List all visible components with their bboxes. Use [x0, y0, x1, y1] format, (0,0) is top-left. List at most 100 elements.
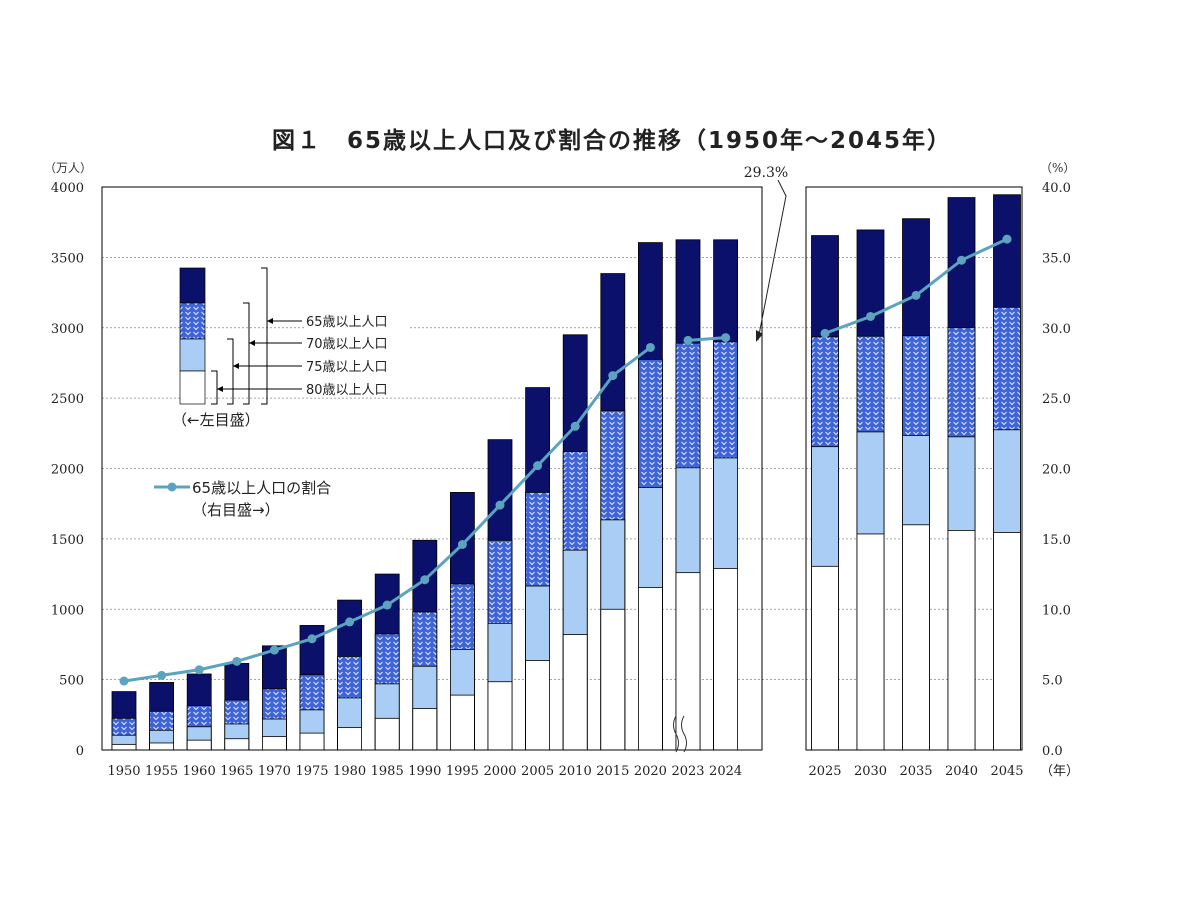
- legend-bracket-75: [227, 338, 234, 405]
- annotation-arrowhead: [756, 330, 763, 342]
- ratio-point: [820, 328, 830, 338]
- bar-segment-80: [525, 660, 550, 751]
- right-tick-label: 0.0: [1042, 744, 1063, 759]
- axis-break-mark: [673, 715, 687, 753]
- legend-label-70: 70歳以上人口: [306, 337, 388, 352]
- bar-segment-80: [600, 608, 626, 751]
- legend-bar-80: [179, 370, 206, 405]
- bar-segment-80: [186, 739, 212, 751]
- bar-segment-80: [562, 634, 588, 751]
- legend-arrowhead-80: [217, 386, 223, 392]
- x-tick-label: 1990: [408, 764, 441, 779]
- ratio-point: [382, 600, 392, 610]
- left-tick-label: 2500: [51, 392, 84, 407]
- x-tick-label: 2010: [559, 764, 592, 779]
- ratio-point: [345, 617, 355, 627]
- ratio-point: [608, 371, 618, 381]
- annotation-29-3: 29.3%: [744, 165, 788, 181]
- ratio-point: [420, 575, 430, 585]
- line-legend-label: 65歳以上人口の割合: [192, 479, 331, 497]
- bar-segment-80: [337, 727, 363, 751]
- bar-segment-80: [947, 530, 976, 751]
- x-tick-label: 2024: [709, 764, 742, 779]
- bar-segment-80: [993, 532, 1021, 751]
- x-tick-label: 1965: [220, 764, 253, 779]
- plot-frame: [101, 186, 763, 751]
- legend-label-backdrop: [304, 311, 410, 397]
- x-tick-label: 2045: [990, 764, 1023, 779]
- bar-segment-80: [224, 738, 250, 751]
- x-tick-label: 1995: [446, 764, 479, 779]
- axis-ticks: 0 500 1000 1500 2000 2500 3000 3500 4000 0.0 5.0 10…: [51, 181, 1071, 779]
- bar-segment-80: [675, 572, 701, 751]
- legend-label-80: 80歳以上人口: [306, 383, 388, 398]
- ratio-point: [911, 290, 921, 300]
- bar-segment-80: [261, 736, 287, 751]
- legend-arrowhead-75: [233, 363, 239, 369]
- right-tick-label: 5.0: [1042, 674, 1063, 689]
- line-legend-backdrop: [150, 474, 375, 522]
- ratio-point: [232, 656, 242, 666]
- x-tick-label: 2023: [671, 764, 704, 779]
- ratio-point: [683, 335, 693, 345]
- x-tick-label: 1985: [371, 764, 404, 779]
- bar-segment-80: [412, 708, 438, 751]
- x-tick-label: 2020: [634, 764, 667, 779]
- ratio-point: [119, 676, 129, 686]
- right-tick-label: 15.0: [1042, 533, 1071, 548]
- chart-title: 図１ 65歳以上人口及び割合の推移（1950年～2045年）: [272, 127, 952, 154]
- legend-bracket-65: [261, 267, 268, 405]
- ratio-point: [645, 342, 655, 352]
- ratio-point: [194, 665, 204, 675]
- left-tick-label: 500: [59, 674, 84, 689]
- bar-segment-80: [638, 587, 663, 751]
- bar-segment-80: [299, 732, 325, 751]
- x-tick-label: 1955: [145, 764, 178, 779]
- bar-segment-80: [487, 681, 513, 751]
- bar-segment-80: [149, 742, 175, 751]
- x-tick-label: 2005: [521, 764, 554, 779]
- left-tick-label: 4000: [51, 181, 84, 196]
- left-tick-label: 3500: [51, 251, 84, 266]
- ratio-line-segment: [687, 336, 726, 342]
- bar-segment-80: [713, 568, 738, 751]
- right-axis-unit: （%）: [1040, 161, 1075, 175]
- left-tick-label: 3000: [51, 322, 84, 337]
- x-axis-unit: （年）: [1040, 764, 1079, 779]
- right-tick-label: 30.0: [1042, 322, 1071, 337]
- bars: [111, 194, 1021, 751]
- line-legend-note: （右目盛→）: [192, 501, 280, 519]
- panel-gap: [763, 186, 805, 751]
- left-tick-label: 2000: [51, 463, 84, 478]
- bar-segment-80: [374, 717, 400, 751]
- x-tick-label: 1950: [107, 764, 140, 779]
- x-tick-label: 2015: [596, 764, 629, 779]
- legend-arrowhead-70: [249, 340, 255, 346]
- line-legend: 65歳以上人口の割合 （右目盛→）: [150, 474, 375, 522]
- legend-bracket-70: [243, 302, 250, 405]
- bar-segment-80: [111, 743, 137, 751]
- right-tick-label: 25.0: [1042, 392, 1071, 407]
- ratio-line: [119, 234, 1012, 686]
- legend-bar-75: [179, 338, 206, 372]
- ratio-point: [866, 311, 875, 321]
- legend-left-scale-note: （←左目盛）: [172, 411, 260, 429]
- left-tick-label: 0: [76, 744, 84, 759]
- x-tick-label: 2035: [899, 764, 932, 779]
- ratio-point: [307, 634, 317, 644]
- legend-arrowhead-65: [267, 318, 273, 324]
- ratio-point: [533, 461, 543, 471]
- left-tick-label: 1000: [51, 603, 84, 618]
- right-tick-label: 40.0: [1042, 181, 1071, 196]
- bar-segment-80: [449, 694, 475, 751]
- ratio-point: [495, 500, 505, 510]
- line-legend-marker: [167, 482, 177, 492]
- legend-label-65: 65歳以上人口: [306, 315, 388, 330]
- bar-segment-80: [856, 533, 885, 751]
- x-tick-label: 1960: [183, 764, 216, 779]
- ratio-point: [457, 540, 467, 550]
- bar-segment-80: [902, 524, 930, 751]
- x-tick-label: 2025: [808, 764, 841, 779]
- legend-label-75: 75歳以上人口: [306, 360, 388, 375]
